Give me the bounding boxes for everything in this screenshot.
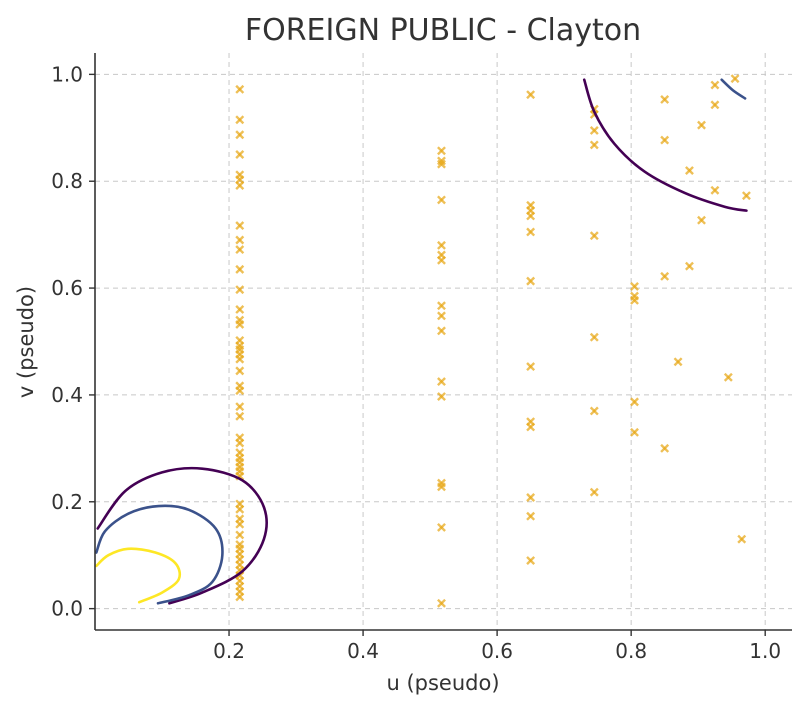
- axes: [89, 53, 792, 636]
- data-point: [235, 150, 245, 159]
- data-point: [235, 319, 245, 329]
- data-point: [437, 240, 446, 250]
- data-point: [730, 74, 740, 84]
- x-tick-label: 0.4: [347, 639, 379, 663]
- contour-line: [96, 466, 268, 605]
- y-tick-label: 0.2: [51, 490, 83, 514]
- data-point: [589, 406, 599, 416]
- data-point: [235, 354, 245, 364]
- data-point: [526, 211, 536, 221]
- data-point: [235, 592, 245, 602]
- y-tick-label: 0.8: [51, 169, 83, 193]
- data-point: [437, 255, 446, 265]
- y-tick-label: 0.4: [51, 383, 83, 407]
- data-point: [685, 166, 694, 175]
- data-point: [437, 159, 446, 169]
- data-point: [710, 185, 720, 195]
- data-point: [630, 397, 639, 407]
- data-point: [235, 235, 245, 245]
- data-point: [235, 84, 245, 94]
- contour-line: [720, 78, 747, 100]
- contour-lines: [95, 78, 748, 605]
- data-point: [235, 130, 245, 140]
- data-point: [235, 221, 245, 231]
- data-point: [660, 443, 670, 453]
- data-point: [589, 140, 599, 150]
- data-point: [235, 264, 245, 274]
- data-point: [526, 422, 536, 432]
- data-point: [437, 195, 446, 205]
- data-point: [685, 261, 694, 271]
- data-point: [235, 438, 245, 448]
- data-point: [235, 402, 245, 412]
- data-point: [437, 482, 446, 492]
- y-tick-label: 1.0: [51, 62, 83, 86]
- data-point: [235, 245, 245, 255]
- data-point: [673, 357, 683, 367]
- data-point: [737, 534, 747, 544]
- data-point: [589, 231, 599, 241]
- data-point: [660, 135, 670, 145]
- x-axis-label: u (pseudo): [386, 671, 499, 695]
- data-point: [526, 362, 536, 372]
- contour-line: [582, 78, 748, 212]
- data-point: [526, 90, 536, 100]
- data-point: [697, 215, 706, 225]
- data-point: [437, 326, 446, 336]
- data-point: [437, 598, 446, 608]
- data-point: [235, 411, 245, 421]
- data-point: [437, 146, 446, 156]
- scatter-points: [235, 74, 751, 608]
- data-point: [660, 271, 670, 281]
- data-point: [589, 126, 599, 135]
- x-tick-label: 0.2: [213, 639, 245, 663]
- data-point: [526, 493, 536, 502]
- data-point: [437, 522, 446, 532]
- data-point: [235, 285, 245, 295]
- data-point: [235, 386, 245, 396]
- data-point: [660, 95, 670, 104]
- data-point: [710, 80, 720, 90]
- data-point: [710, 100, 720, 110]
- data-point: [235, 504, 245, 514]
- data-point: [589, 487, 599, 497]
- data-point: [526, 276, 536, 286]
- data-point: [235, 181, 245, 190]
- contour-line: [95, 504, 224, 605]
- data-point: [697, 120, 706, 130]
- data-point: [235, 366, 245, 376]
- data-point: [723, 372, 733, 382]
- y-tick-label: 0.0: [51, 597, 83, 621]
- grid-lines: [95, 53, 792, 630]
- data-point: [437, 392, 446, 401]
- data-point: [437, 311, 446, 321]
- x-tick-label: 1.0: [749, 639, 781, 663]
- data-point: [437, 301, 446, 311]
- data-point: [741, 191, 751, 201]
- contour-line: [95, 547, 182, 604]
- data-point: [526, 227, 536, 237]
- chart-title: FOREIGN PUBLIC - Clayton: [245, 13, 641, 48]
- x-tick-label: 0.6: [481, 639, 513, 663]
- tick-labels: 0.2 0.4 0.6 0.8 1.0 0.0 0.2 0.4 0.6 0.8 1.0: [51, 62, 781, 663]
- data-point: [630, 282, 639, 291]
- data-point: [630, 427, 639, 437]
- y-tick-label: 0.6: [51, 276, 83, 300]
- data-point: [630, 295, 639, 305]
- data-point: [235, 519, 245, 529]
- data-point: [526, 511, 536, 521]
- y-axis-label: v (pseudo): [14, 286, 38, 398]
- data-point: [437, 377, 446, 387]
- data-point: [235, 530, 245, 540]
- data-point: [235, 115, 245, 125]
- data-point: [526, 556, 536, 565]
- data-point: [589, 332, 599, 342]
- data-point: [235, 304, 245, 314]
- x-tick-label: 0.8: [615, 639, 647, 663]
